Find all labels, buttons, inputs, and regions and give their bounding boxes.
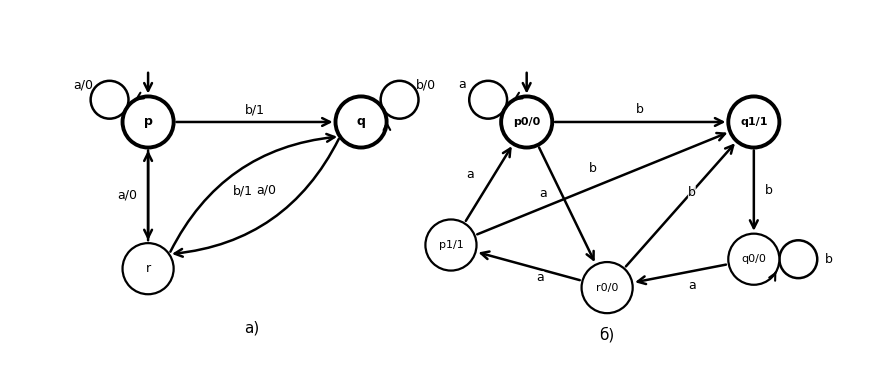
Text: a: a	[537, 271, 544, 284]
Text: б): б)	[600, 327, 615, 343]
Circle shape	[426, 219, 477, 270]
Text: a: a	[688, 279, 696, 292]
Text: a: a	[540, 187, 547, 200]
Text: a: a	[458, 78, 466, 91]
Circle shape	[123, 97, 174, 148]
Text: r: r	[146, 262, 151, 275]
Text: p: p	[144, 116, 153, 128]
Text: b/1: b/1	[245, 103, 265, 116]
Text: a): a)	[245, 321, 260, 336]
Text: b: b	[825, 253, 833, 266]
Text: b: b	[688, 186, 696, 199]
Text: b/0: b/0	[416, 78, 436, 91]
Text: b: b	[589, 162, 597, 175]
Text: p0/0: p0/0	[513, 117, 540, 127]
Text: a/0: a/0	[73, 78, 94, 91]
Circle shape	[582, 262, 633, 313]
Text: b/1: b/1	[233, 185, 253, 198]
Text: q1/1: q1/1	[740, 117, 767, 127]
Text: a: a	[466, 167, 474, 181]
Circle shape	[336, 97, 387, 148]
Circle shape	[728, 97, 780, 148]
Text: p1/1: p1/1	[439, 240, 464, 250]
Text: b: b	[765, 184, 773, 197]
Text: a/0: a/0	[256, 183, 276, 196]
Text: r0/0: r0/0	[596, 283, 618, 292]
Circle shape	[123, 243, 174, 294]
Text: a/0: a/0	[117, 189, 137, 202]
Circle shape	[502, 97, 552, 148]
Text: b: b	[637, 103, 645, 116]
Circle shape	[728, 234, 780, 285]
Text: q0/0: q0/0	[742, 254, 766, 264]
Text: q: q	[357, 116, 366, 128]
